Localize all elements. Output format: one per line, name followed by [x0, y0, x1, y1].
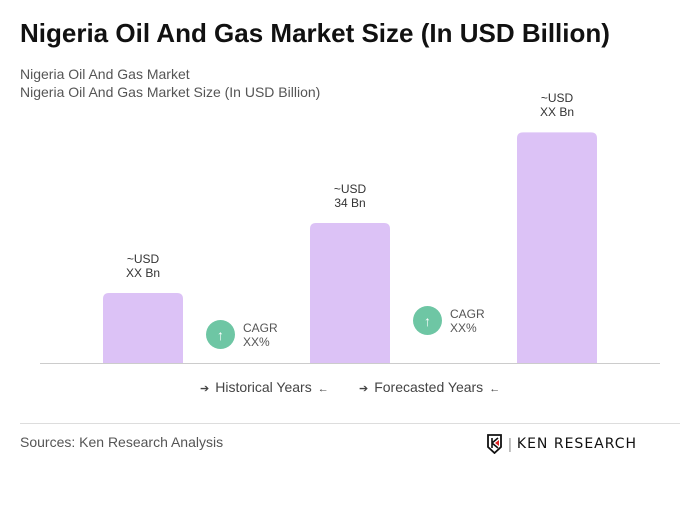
data-label: ~USD XX Bn [507, 91, 607, 119]
data-label-line: ~USD [333, 182, 367, 196]
data-label-line: ~USD [126, 252, 160, 266]
arrow-right-icon: ➔ [200, 383, 210, 395]
data-label-line: XX Bn [125, 266, 161, 280]
legend-label: Historical Years [215, 379, 312, 395]
bar [103, 293, 183, 363]
legend-historical: ➔ Historical Years ← [200, 379, 335, 395]
chart-subtitle-2: Nigeria Oil And Gas Market Size (In USD … [20, 84, 321, 100]
cagr-label: CAGR [243, 320, 278, 335]
arrow-up-icon: ↑ [413, 306, 442, 335]
arrow-left-icon: ← [317, 383, 329, 395]
chart-subtitle: Nigeria Oil And Gas Market [20, 66, 190, 82]
data-label-line: XX Bn [539, 105, 575, 120]
bar-chart [40, 132, 660, 364]
cagr-value: XX% [243, 334, 270, 349]
data-label: ~USD 34 Bn [300, 182, 400, 210]
cagr-label: CAGR [450, 306, 485, 321]
arrow-right-icon: ➔ [359, 383, 369, 395]
cagr-badge-forecast: ↑ CAGR XX% [413, 306, 485, 335]
data-label-line: 34 Bn [334, 196, 366, 210]
cagr-badge-historical: ↑ CAGR XX% [206, 320, 278, 349]
divider [20, 423, 680, 424]
arrow-up-icon: ↑ [206, 320, 235, 349]
bar [310, 223, 390, 363]
arrow-left-icon: ← [489, 383, 501, 395]
legend-forecasted: ➔ Forecasted Years ← [359, 379, 506, 395]
legend-label: Forecasted Years [374, 379, 484, 395]
sources-text: Sources: Ken Research Analysis [20, 434, 224, 450]
cagr-value: XX% [450, 320, 477, 335]
ken-logo-icon [487, 434, 502, 454]
bar [517, 132, 597, 363]
data-label: ~USD XX Bn [93, 252, 193, 280]
ken-research-logo: | KEN RESEARCH [486, 434, 637, 454]
chart-title: Nigeria Oil And Gas Market Size (In USD … [20, 18, 610, 48]
data-label-line: ~USD [540, 91, 574, 106]
